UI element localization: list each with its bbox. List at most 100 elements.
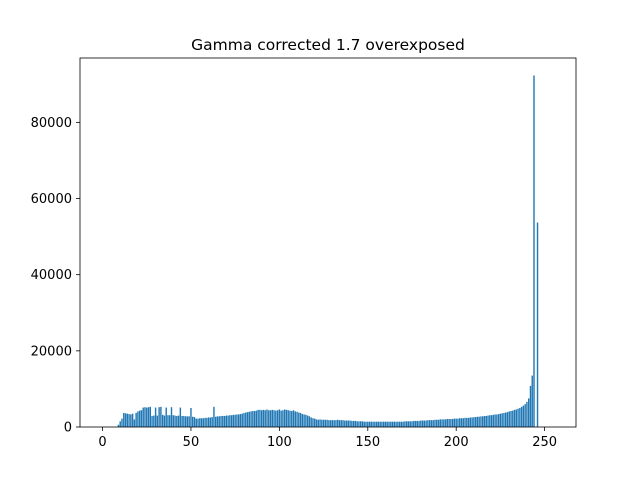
histogram-bar bbox=[450, 419, 452, 427]
histogram-bar bbox=[260, 410, 263, 427]
histogram-bar bbox=[209, 417, 212, 427]
histogram-bar bbox=[239, 414, 242, 427]
histogram-bar bbox=[130, 414, 132, 427]
histogram-bar bbox=[299, 412, 302, 427]
histogram-bar bbox=[517, 408, 519, 427]
histogram-bar bbox=[149, 406, 151, 427]
histogram-bar bbox=[133, 419, 136, 427]
histogram-bar bbox=[138, 410, 141, 427]
y-tick-label: 40000 bbox=[31, 268, 72, 283]
histogram-bar bbox=[358, 421, 360, 427]
histogram-bar bbox=[253, 411, 256, 427]
histogram-bar bbox=[490, 415, 493, 427]
histogram-bar bbox=[199, 418, 201, 427]
histogram-bar bbox=[471, 417, 473, 427]
histogram-bar bbox=[229, 415, 231, 427]
histogram-bar bbox=[308, 416, 311, 427]
histogram-bar bbox=[314, 418, 316, 427]
histogram-bar bbox=[161, 414, 164, 427]
histogram-bar bbox=[170, 407, 173, 427]
histogram-bar bbox=[423, 420, 426, 427]
histogram-bar bbox=[190, 407, 192, 427]
histogram-bar bbox=[374, 421, 376, 427]
histogram-bar bbox=[262, 409, 265, 427]
histogram-bar bbox=[443, 419, 445, 427]
histogram-bar bbox=[184, 416, 187, 427]
histogram-bar bbox=[397, 421, 399, 427]
histogram-bar bbox=[483, 415, 486, 427]
histogram-bar bbox=[352, 420, 355, 427]
histogram-bar bbox=[124, 413, 127, 427]
histogram-bar bbox=[496, 414, 498, 427]
histogram-bar bbox=[455, 418, 457, 427]
histogram-bar bbox=[121, 418, 123, 427]
histogram-bar bbox=[317, 419, 319, 427]
histogram-bar bbox=[427, 420, 429, 427]
histogram-bar bbox=[163, 415, 166, 427]
histogram-bar bbox=[119, 421, 121, 427]
histogram-bar bbox=[305, 414, 307, 427]
chart-title: Gamma corrected 1.7 overexposed bbox=[191, 36, 465, 54]
histogram-bar bbox=[207, 417, 210, 427]
histogram-bar bbox=[238, 414, 240, 427]
histogram-bar bbox=[356, 421, 358, 427]
histogram-bar bbox=[248, 411, 251, 427]
histogram-bar bbox=[257, 409, 259, 427]
histogram-bar bbox=[174, 415, 176, 427]
histogram-bar bbox=[457, 418, 459, 427]
histogram-bar bbox=[213, 406, 215, 427]
histogram-bar bbox=[437, 419, 440, 427]
histogram-bar bbox=[482, 416, 484, 427]
histogram-bar bbox=[177, 415, 180, 427]
histogram-bar bbox=[273, 410, 275, 427]
histogram-bar bbox=[367, 421, 369, 427]
histogram-bar bbox=[503, 412, 505, 427]
histogram-bar bbox=[192, 416, 194, 427]
y-tick-label: 60000 bbox=[31, 192, 72, 207]
histogram-bar bbox=[505, 412, 507, 427]
histogram-bar bbox=[220, 415, 222, 427]
histogram-bar bbox=[193, 417, 196, 427]
histogram-bar bbox=[510, 411, 512, 427]
histogram-bar bbox=[321, 419, 323, 427]
histogram-bar bbox=[291, 411, 293, 427]
histogram-bar bbox=[222, 415, 224, 427]
histogram-bar bbox=[351, 420, 353, 427]
x-tick-label: 0 bbox=[98, 435, 106, 450]
histogram-bar bbox=[225, 415, 228, 427]
histogram-bar bbox=[147, 407, 150, 427]
histogram-bar bbox=[252, 411, 254, 427]
histogram-bar bbox=[361, 421, 364, 427]
histogram-bar bbox=[398, 421, 401, 427]
histogram-bar bbox=[234, 414, 236, 427]
histogram-bar bbox=[375, 421, 378, 427]
histogram-bar bbox=[128, 414, 130, 427]
histogram-bar bbox=[186, 416, 189, 427]
histogram-bar bbox=[413, 420, 415, 427]
histogram-bar bbox=[169, 415, 171, 427]
histogram-bar bbox=[501, 413, 503, 427]
histogram-bar bbox=[271, 409, 273, 427]
histogram-bar bbox=[151, 415, 153, 427]
histogram-bar bbox=[533, 75, 535, 428]
histogram-bar bbox=[232, 414, 235, 427]
histogram-bar bbox=[390, 421, 392, 427]
histogram-bar bbox=[462, 418, 464, 427]
histogram-bar bbox=[388, 421, 390, 427]
histogram-bar bbox=[335, 420, 337, 427]
histogram-bar bbox=[167, 415, 169, 427]
histogram-bar bbox=[395, 421, 397, 427]
histogram-bar bbox=[275, 410, 277, 427]
histogram-bar bbox=[310, 417, 312, 427]
histogram-bar bbox=[382, 421, 385, 427]
histogram-bar bbox=[266, 409, 268, 427]
histogram-bar bbox=[289, 410, 291, 427]
histogram-bar bbox=[384, 421, 387, 427]
histogram-bar bbox=[459, 418, 461, 427]
histogram-bar bbox=[342, 420, 344, 427]
histogram-bar bbox=[513, 409, 516, 427]
histogram-bar bbox=[246, 412, 249, 427]
x-axis-ticks: 0 50 100 150 200 250 bbox=[98, 427, 557, 450]
histogram-bar bbox=[497, 414, 500, 427]
